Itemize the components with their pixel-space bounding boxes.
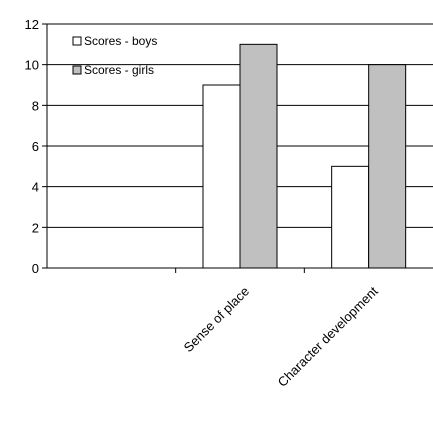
y-tick-label: 12 [25,17,39,32]
y-tick-label: 4 [32,180,39,195]
y-tick-label: 8 [32,98,39,113]
x-axis-labels: Sense of place Character development [181,283,381,389]
bar-girls [239,43,278,269]
y-tick-label: 6 [32,139,39,154]
legend-swatch [72,65,82,75]
y-tick-label: 2 [32,220,39,235]
bar-boys [331,165,370,269]
legend: Scores - boys Scores - girls [72,34,157,77]
y-tick-label: 10 [25,58,39,73]
x-category-label: Character development [275,283,381,389]
y-tick-label: 0 [32,261,39,276]
legend-label: Scores - boys [84,34,157,48]
legend-label: Scores - girls [84,63,154,77]
bar-girls [368,64,407,269]
bars [202,43,407,269]
bar-boys [202,84,241,269]
x-category-label: Sense of place [181,284,252,355]
legend-swatch [72,36,82,46]
y-axis-ticks: 0 2 4 6 8 10 12 [25,17,47,276]
